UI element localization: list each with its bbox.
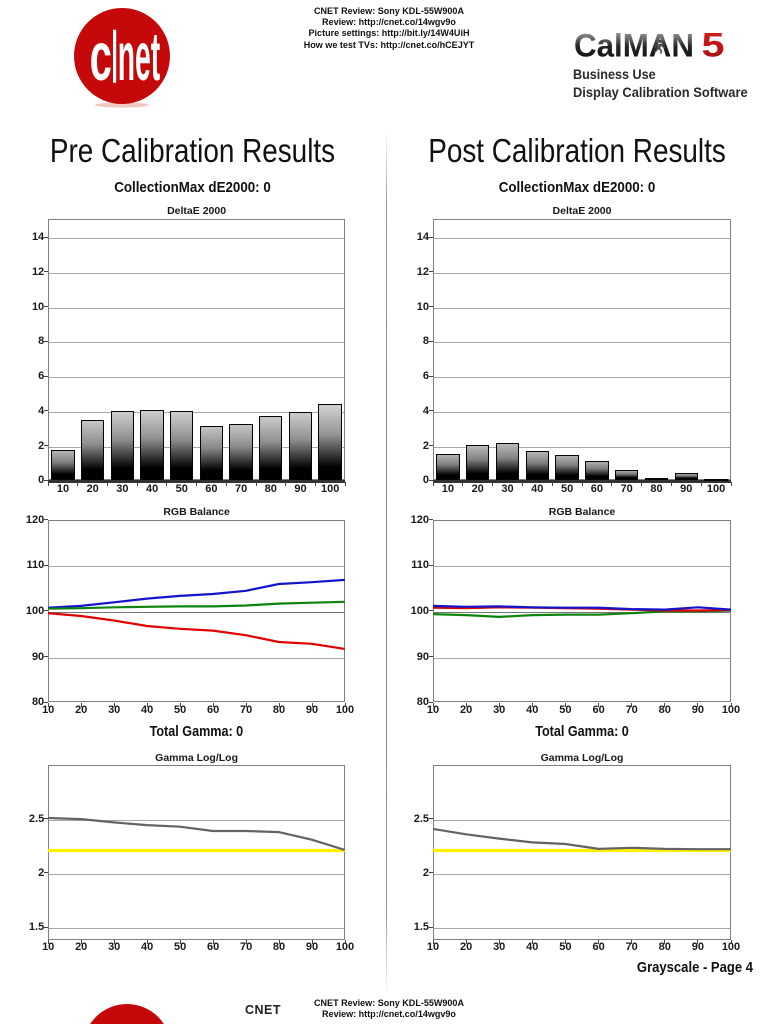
- svg-text:net: net: [118, 19, 160, 96]
- svg-text:CalMAN: CalMAN: [574, 28, 694, 62]
- svg-text:5: 5: [702, 28, 725, 62]
- svg-text:c: c: [90, 18, 112, 95]
